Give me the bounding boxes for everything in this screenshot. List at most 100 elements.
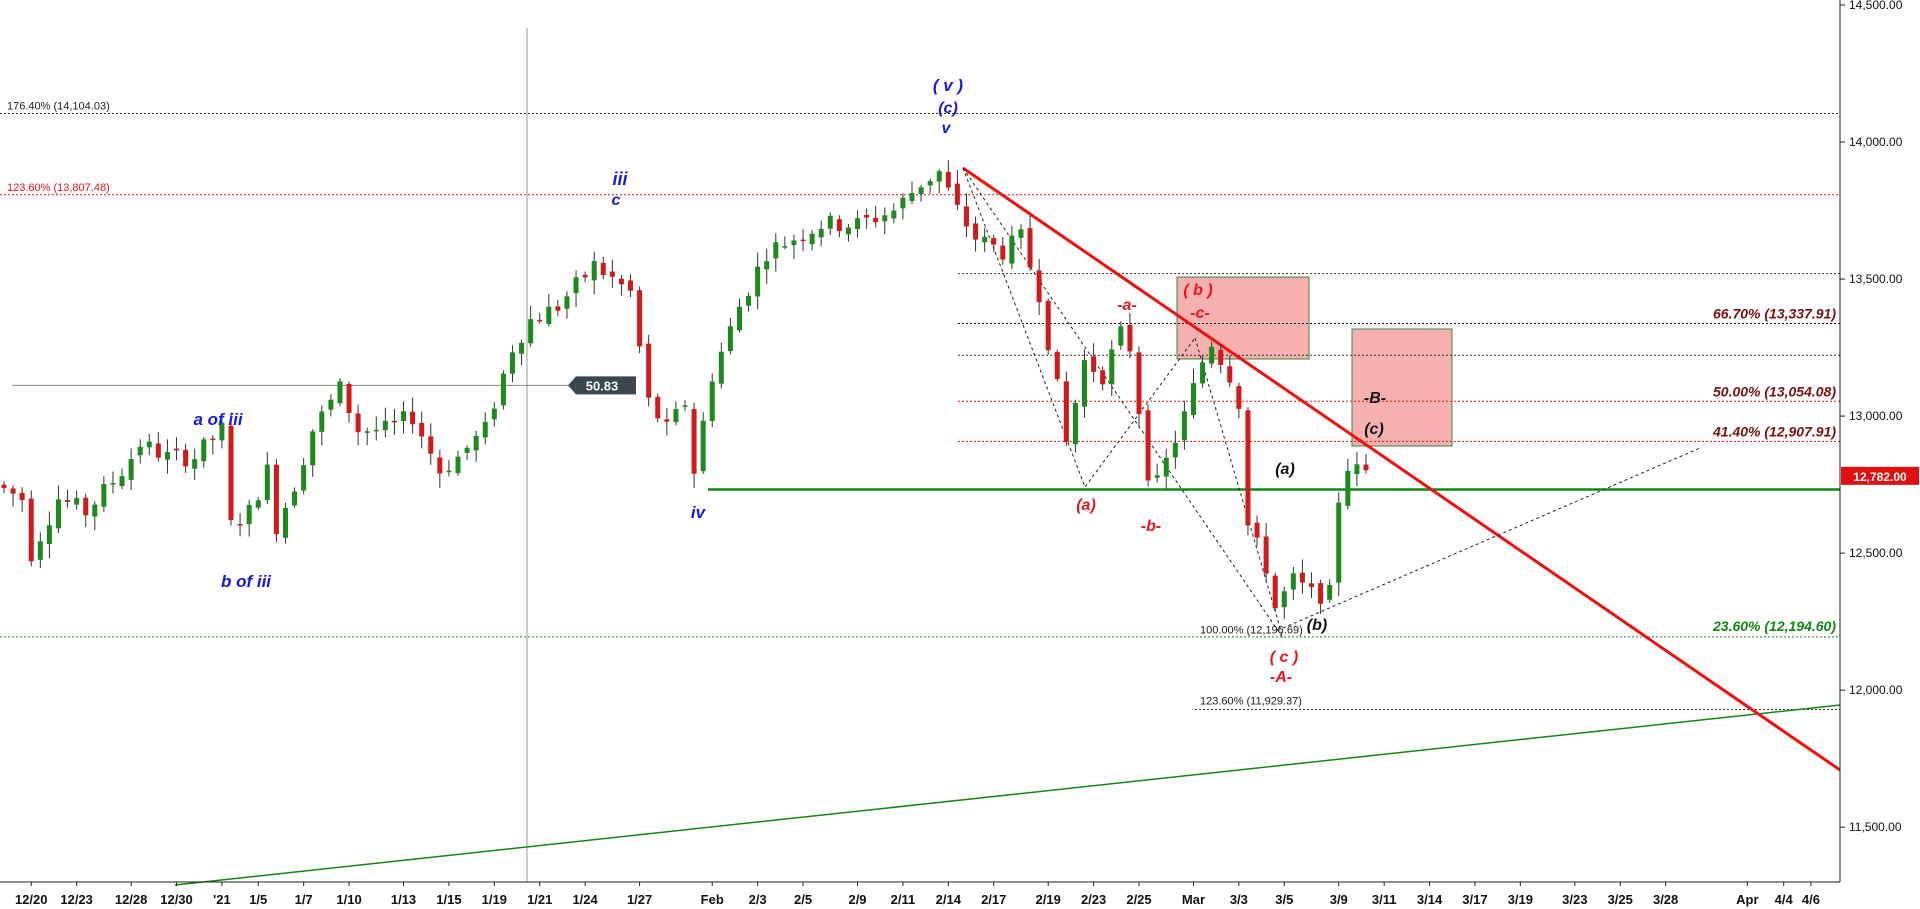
candle-body <box>537 319 543 322</box>
x-tick-label: 4/4 <box>1775 892 1794 907</box>
wave-label: ( c ) <box>1270 649 1298 666</box>
candle-body <box>973 223 979 240</box>
x-tick-label: 2/25 <box>1126 892 1151 907</box>
candle-body <box>791 240 797 246</box>
y-tick-label: 11,500.00 <box>1849 820 1902 834</box>
fib-label-414: 41.40% (12,907.91) <box>1712 423 1836 439</box>
candle-body <box>1000 245 1006 260</box>
candle-body <box>1363 464 1369 471</box>
candle-body <box>1100 370 1106 385</box>
candle-body <box>491 408 497 420</box>
value-marker-label: 50.83 <box>586 378 619 393</box>
y-tick-label: 13,500.00 <box>1849 272 1903 286</box>
candle-body <box>1354 464 1360 475</box>
x-tick-label: 2/19 <box>1036 892 1061 907</box>
wave-label: (b) <box>1307 617 1327 634</box>
candle-body <box>28 498 34 562</box>
candle-body <box>19 492 25 501</box>
candle-body <box>1227 366 1233 383</box>
candle-body <box>146 441 152 448</box>
x-tick-label: 3/23 <box>1562 892 1587 907</box>
fib-label-500: 50.00% (13,054.08) <box>1713 383 1836 399</box>
wave-label: -B- <box>1364 390 1386 407</box>
candle-body <box>1309 583 1315 588</box>
candle-body <box>746 295 752 306</box>
x-tick-label: 2/9 <box>848 892 866 907</box>
candle-body <box>664 419 670 422</box>
last-price-tag <box>1841 466 1919 485</box>
x-tick-label: 12/30 <box>160 892 193 907</box>
x-tick-label: 2/23 <box>1081 892 1106 907</box>
candle-body <box>1290 573 1296 590</box>
candle-body <box>319 411 325 432</box>
candle-body <box>845 227 851 235</box>
fib-label-100: 100.00% (12,196.69) <box>1200 624 1303 636</box>
x-tick-label: 1/21 <box>527 892 552 907</box>
candle-body <box>1299 572 1305 583</box>
candle-body <box>65 500 71 502</box>
x-tick-label: 3/17 <box>1462 892 1487 907</box>
candle-body <box>264 464 270 501</box>
candle-body <box>273 464 279 535</box>
wave-label: (c) <box>1364 421 1384 438</box>
candle-body <box>1209 346 1215 364</box>
candle-body <box>618 278 624 285</box>
candle-body <box>292 491 298 506</box>
candle-body <box>582 274 588 278</box>
x-tick-label: 12/23 <box>60 892 93 907</box>
candle-body <box>637 290 643 347</box>
candle-body <box>882 215 888 222</box>
wave-label: iv <box>691 503 707 522</box>
x-tick-label: Feb <box>701 892 724 907</box>
candle-body <box>337 381 343 404</box>
candle-body <box>1127 324 1133 352</box>
x-tick-label: 3/25 <box>1608 892 1633 907</box>
candle-body <box>382 420 388 431</box>
candle-body <box>37 541 43 560</box>
candle-body <box>282 507 288 538</box>
candle-body <box>609 271 615 277</box>
wave-label: c <box>612 192 621 209</box>
candle-body <box>110 483 116 485</box>
wave-labels: ( v ) (c) v iii c a of iii b of iii iv -a- ( b ) -… <box>193 76 1386 686</box>
down-trendline <box>962 166 1841 772</box>
candle-body <box>410 411 416 425</box>
y-tick-label: 14,000.00 <box>1849 135 1903 149</box>
candle-body <box>346 383 352 414</box>
wave-connector <box>1282 447 1701 629</box>
candle-body <box>355 413 361 433</box>
x-tick-label: Mar <box>1182 892 1205 907</box>
x-tick-label: 3/14 <box>1417 892 1443 907</box>
candle-body <box>391 420 397 423</box>
wave-label: b of iii <box>221 572 272 591</box>
candle-body <box>709 381 715 422</box>
candle-body <box>573 277 579 294</box>
candle-body <box>900 197 906 209</box>
candle-body <box>1336 502 1342 583</box>
x-tick-label: 3/19 <box>1508 892 1533 907</box>
candle-body <box>1218 349 1224 365</box>
candle-body <box>201 439 207 462</box>
candle-body <box>782 246 788 248</box>
x-tick-label: '21 <box>213 892 231 907</box>
candle-body <box>1327 584 1333 600</box>
candle-body <box>564 296 570 309</box>
candle-body <box>237 524 243 526</box>
y-tick-label: 14,500.00 <box>1849 0 1903 12</box>
candle-body <box>963 206 969 227</box>
candle-body <box>1036 270 1042 303</box>
y-tick-label: 13,000.00 <box>1849 409 1903 423</box>
x-tick-label: 1/27 <box>627 892 652 907</box>
wave-label: -a- <box>1117 297 1137 314</box>
candle-body <box>827 215 833 229</box>
wave-label: (c) <box>938 100 958 117</box>
candle-body <box>600 262 606 276</box>
candle-body <box>1181 411 1187 441</box>
x-tick-label: 1/7 <box>295 892 313 907</box>
candle-body <box>546 306 552 324</box>
x-tick-label: 1/24 <box>572 892 598 907</box>
wave-label: iii <box>612 169 628 189</box>
candle-body <box>419 422 425 437</box>
candle-body <box>836 219 842 232</box>
